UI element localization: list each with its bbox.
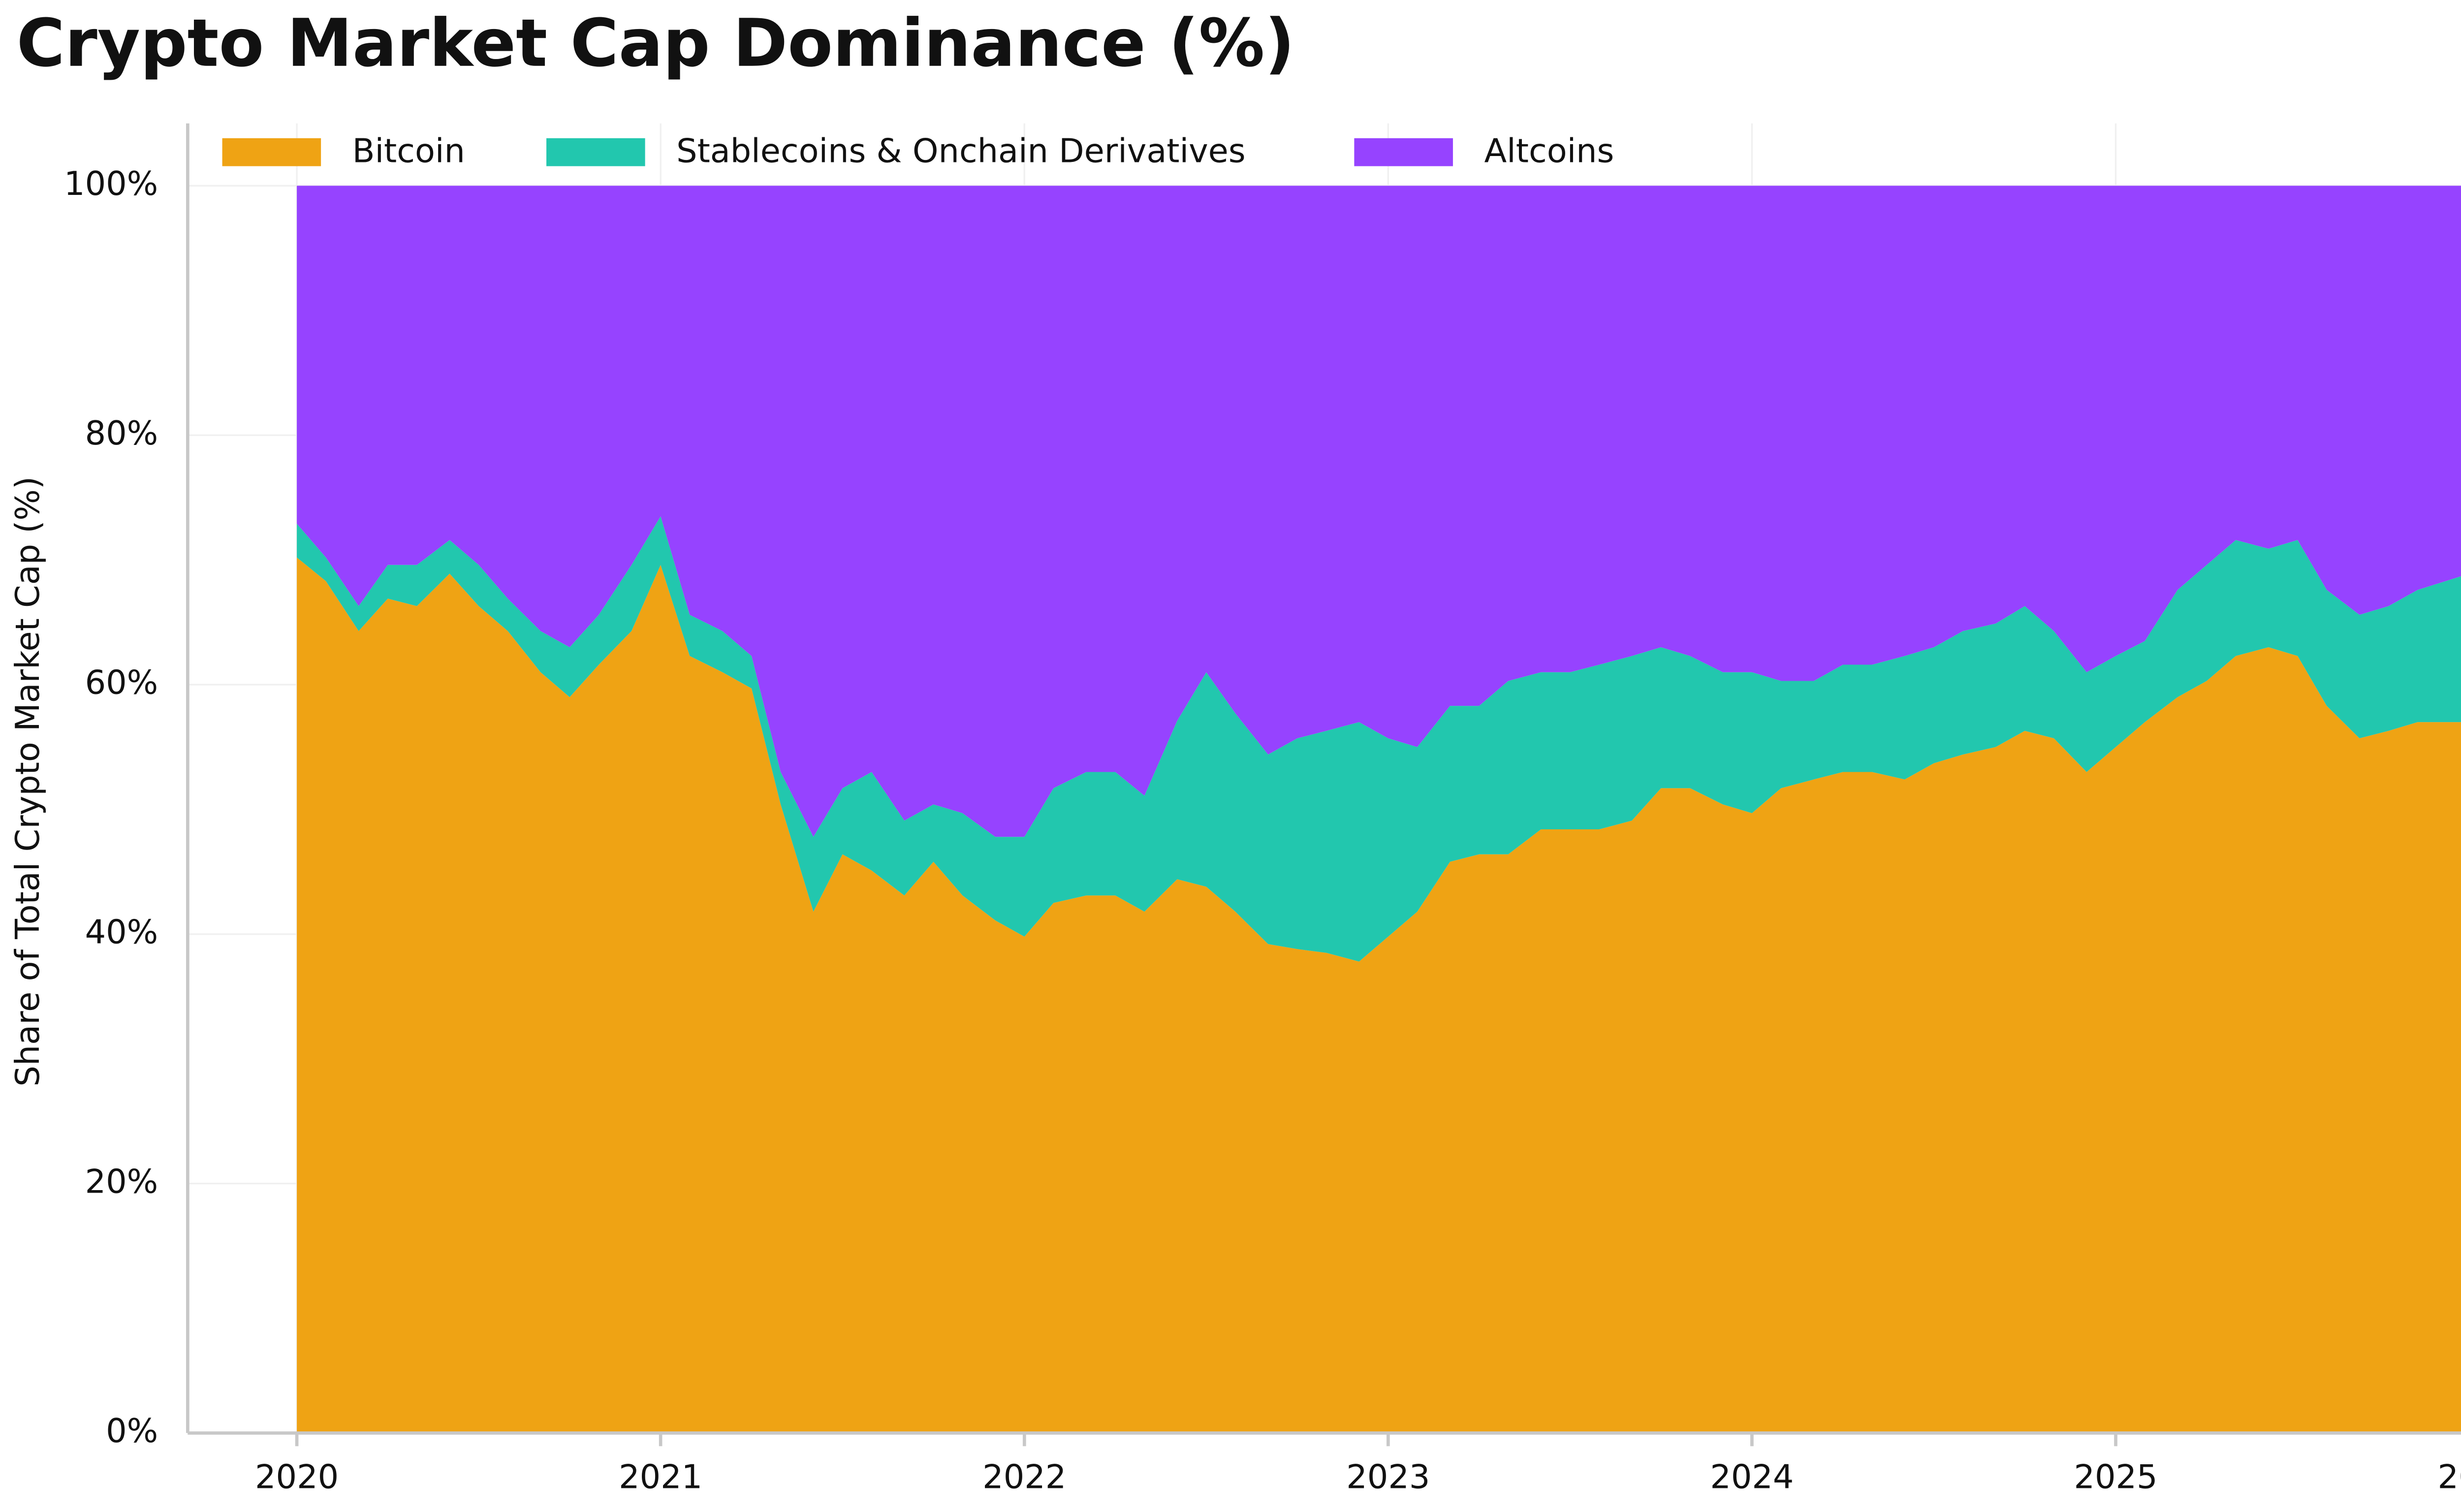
x-tick-label: 2024 bbox=[1710, 1458, 1794, 1496]
x-tick-label: 2021 bbox=[619, 1458, 702, 1496]
y-tick-label: 0% bbox=[106, 1412, 158, 1450]
x-tick-label: 2020 bbox=[255, 1458, 339, 1496]
x-tick-label: 2023 bbox=[1346, 1458, 1430, 1496]
legend-label: Bitcoin bbox=[352, 131, 465, 170]
x-tick-label: 2026 bbox=[2438, 1458, 2461, 1496]
legend-label: Stablecoins & Onchain Derivatives bbox=[676, 131, 1245, 170]
x-tick-label: 2022 bbox=[982, 1458, 1066, 1496]
area bbox=[297, 186, 2461, 837]
area bbox=[297, 557, 2461, 1433]
y-tick-label: 40% bbox=[85, 913, 158, 951]
legend-swatch bbox=[222, 138, 321, 166]
chart-title: Crypto Market Cap Dominance (%) bbox=[17, 5, 1295, 82]
area bbox=[297, 516, 2461, 962]
y-tick-label: 80% bbox=[85, 414, 158, 452]
x-tick-label: 2025 bbox=[2074, 1458, 2157, 1496]
legend-swatch bbox=[546, 138, 645, 166]
y-tick-label: 60% bbox=[85, 663, 158, 702]
y-tick-label: 20% bbox=[85, 1162, 158, 1200]
legend-label: Altcoins bbox=[1484, 131, 1614, 170]
y-tick-label: 100% bbox=[64, 164, 158, 203]
y-axis-label: Share of Total Crypto Market Cap (%) bbox=[8, 476, 47, 1087]
legend-swatch bbox=[1354, 138, 1453, 166]
